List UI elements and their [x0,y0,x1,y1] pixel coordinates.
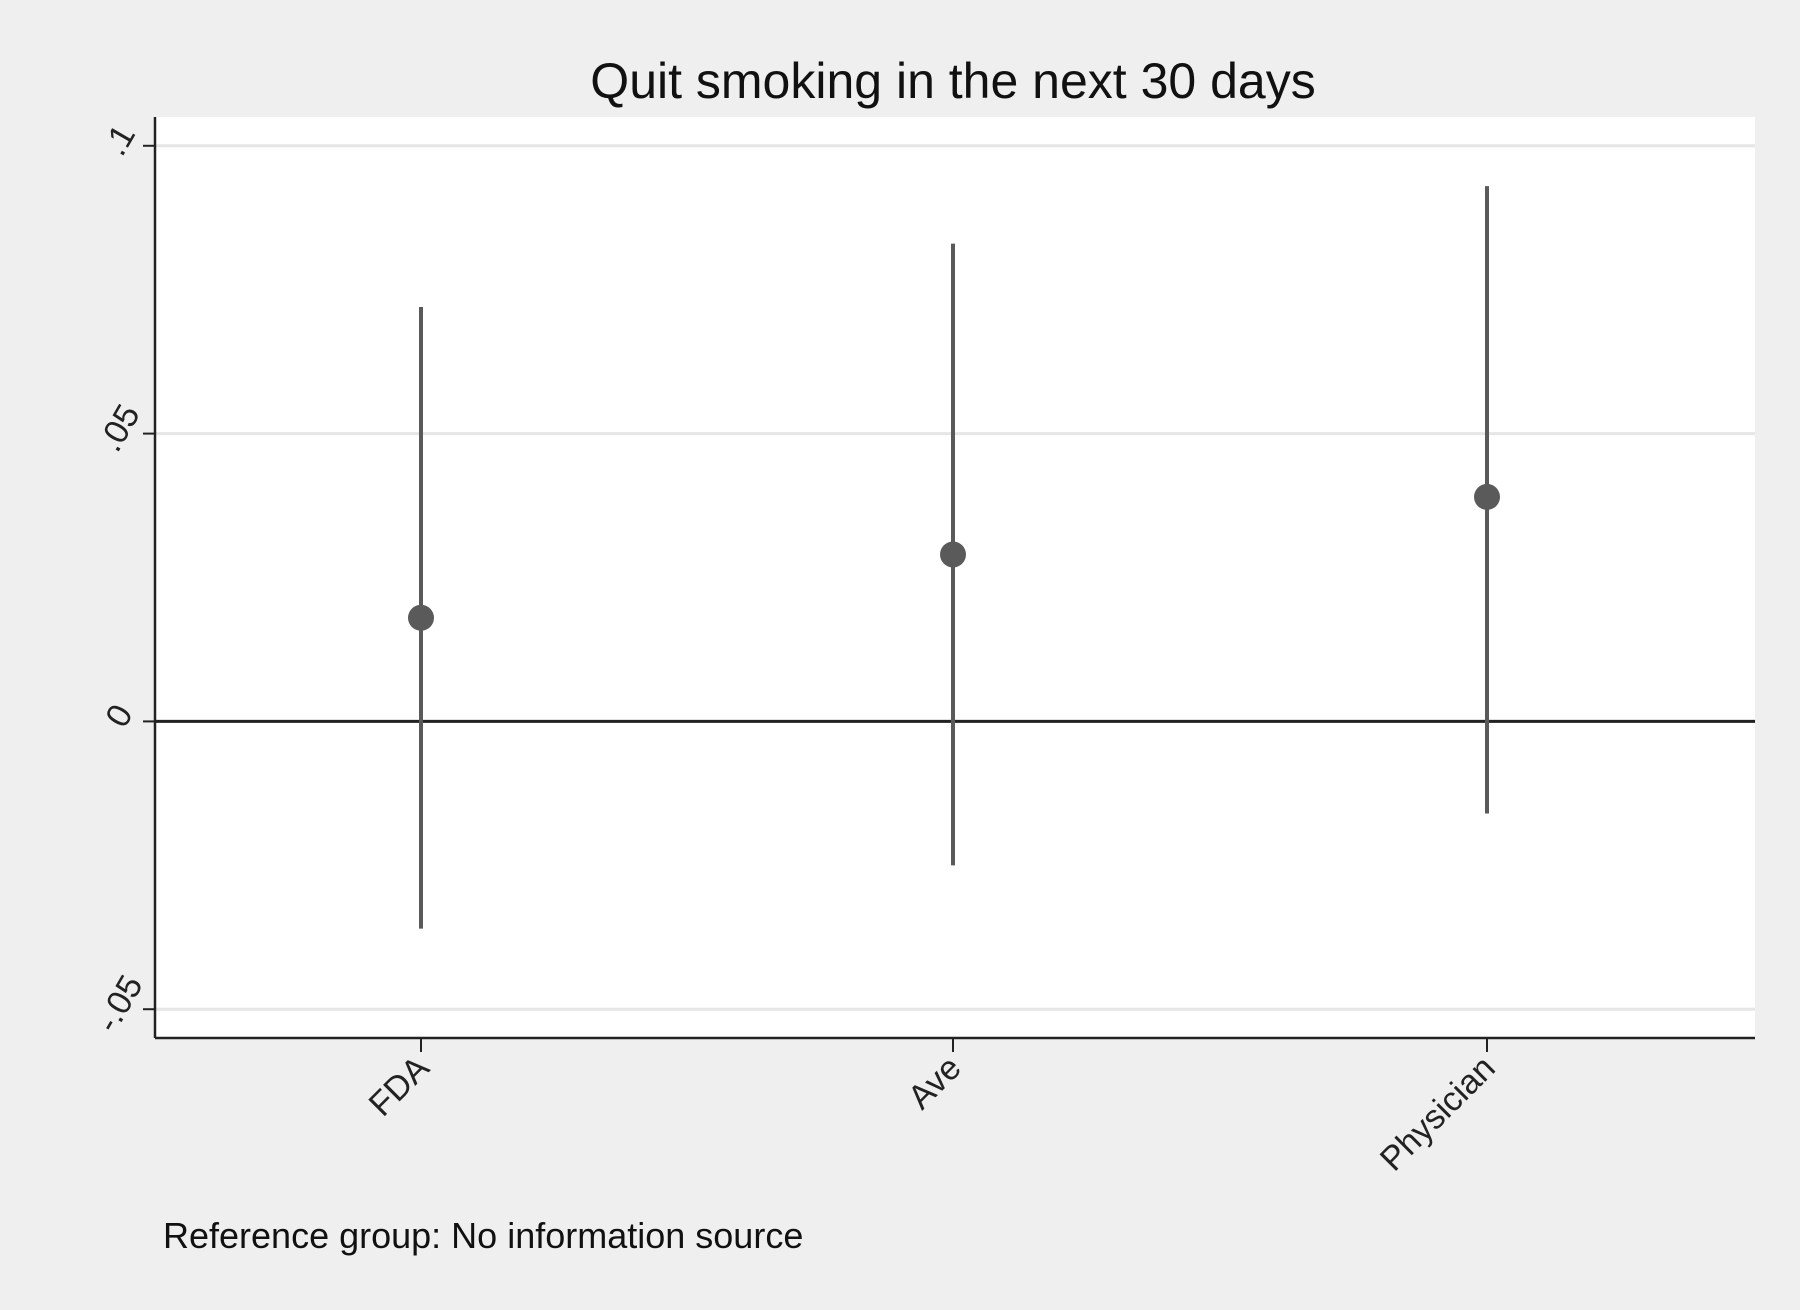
point-estimate [408,604,434,631]
reference-note: Reference group: No information source [163,1215,803,1256]
point-estimate [940,541,966,568]
point-estimate [1474,483,1500,510]
chart-title: Quit smoking in the next 30 days [590,53,1315,109]
data-marks [408,186,1500,929]
